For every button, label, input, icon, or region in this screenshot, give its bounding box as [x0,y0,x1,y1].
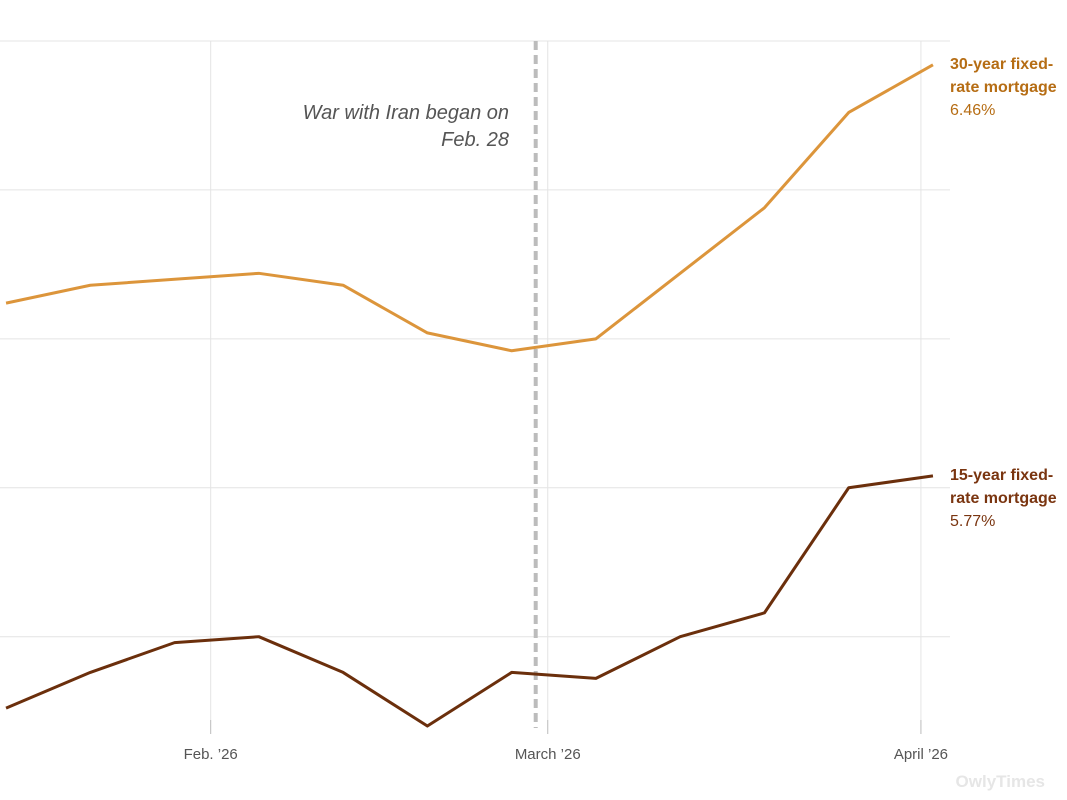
series-line [5,474,934,728]
x-tick-label: April ’26 [894,746,948,763]
series-label: 15-year fixed-rate mortgage 5.77% [950,464,1060,533]
value-label: 5.77% [950,512,996,530]
legend-name: 15-year fixed-rate mortgage [950,466,1057,507]
x-tick-label: Feb. ’26 [184,746,238,763]
legend-name: 30-year fixed-rate mortgage [950,55,1057,96]
series-line [5,63,934,353]
value-label: 6.46% [950,101,996,119]
x-tick-label: March ’26 [515,746,581,763]
watermark: OwlyTimes [955,772,1045,791]
series-label: 30-year fixed-rate mortgage 6.46% [950,53,1060,122]
annotation: War with Iran began on Feb. 28 [302,102,509,151]
